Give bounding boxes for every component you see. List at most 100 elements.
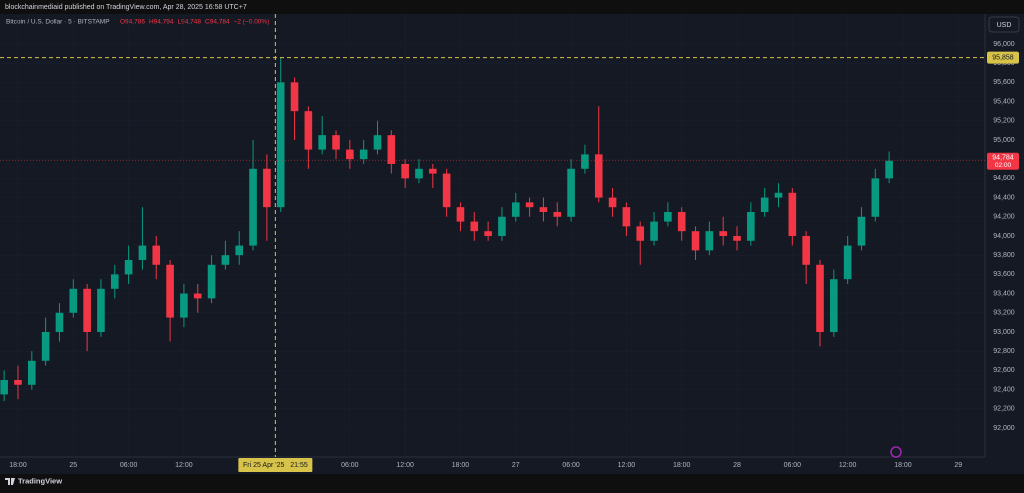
crosshair-price: 95,858 — [992, 54, 1014, 61]
candle-body — [207, 264, 216, 299]
candle-body — [774, 192, 783, 198]
crosshair-time-tag — [238, 458, 313, 472]
y-tick-label: 94,400 — [993, 194, 1015, 201]
candle-body — [664, 211, 672, 222]
candle-body — [263, 168, 271, 208]
x-tick-label: 12:00 — [618, 462, 636, 469]
candle-body — [387, 135, 396, 164]
ohlc-value: H94,794 — [149, 19, 174, 26]
candle-body — [581, 154, 589, 169]
candle-body — [138, 245, 147, 260]
candle-body — [152, 245, 161, 265]
candle-body — [332, 135, 340, 150]
candle-body — [857, 216, 866, 246]
ohlc-value: O94,786 — [120, 19, 145, 26]
candle-body — [747, 211, 755, 241]
candle-body — [525, 202, 534, 208]
indicator-icon[interactable] — [890, 446, 902, 458]
candle-body — [802, 235, 810, 265]
y-tick-label: 96,000 — [993, 41, 1015, 48]
symbol: Bitcoin / U.S. Dollar · 5 · BITSTAMP — [6, 19, 110, 26]
candle-body — [567, 168, 575, 217]
candle-body — [429, 168, 437, 174]
candle-body — [816, 264, 824, 332]
publisher: blockchainmediaid published on TradingVi… — [5, 4, 247, 11]
candle-body — [622, 207, 631, 227]
candle-body — [498, 216, 506, 236]
candle-body — [304, 111, 313, 150]
x-tick-label: 06:00 — [341, 462, 359, 469]
x-tick-label: 06:00 — [562, 462, 580, 469]
candle-body — [14, 379, 22, 385]
y-tick-label: 93,600 — [993, 271, 1015, 278]
candle-body — [180, 293, 188, 318]
x-tick-label: 12:00 — [396, 462, 414, 469]
candle-body — [318, 135, 326, 150]
y-tick-label: 95,600 — [993, 79, 1015, 86]
y-tick-label: 94,000 — [993, 233, 1015, 240]
x-tick-label: 25 — [69, 462, 77, 469]
candle-body — [373, 135, 382, 150]
candle-body — [733, 235, 741, 241]
x-tick-label: 27 — [512, 462, 520, 469]
y-tick-label: 93,200 — [993, 310, 1015, 317]
last-price-tag — [987, 152, 1019, 170]
currency-button[interactable] — [988, 16, 1020, 33]
y-tick-label: 92,000 — [993, 425, 1015, 432]
x-tick-label: 12:00 — [839, 462, 857, 469]
candle-body — [871, 178, 880, 217]
candle-body — [760, 197, 769, 212]
x-tick-label: 06:00 — [120, 462, 138, 469]
x-tick-label: 18:00 — [9, 462, 27, 469]
price-axis — [985, 14, 1024, 457]
candle-body — [28, 360, 36, 385]
candle-body — [650, 221, 658, 241]
y-tick-label: 94,200 — [993, 214, 1015, 221]
candle-body — [0, 379, 8, 395]
y-tick-label: 92,200 — [993, 406, 1015, 413]
y-tick-label: 95,200 — [993, 118, 1015, 125]
candle-body — [166, 264, 174, 318]
x-tick-label: 28 — [733, 462, 741, 469]
currency[interactable]: USD — [997, 22, 1012, 29]
candle-body — [110, 274, 119, 289]
last-price: 94,784 — [992, 155, 1014, 162]
y-tick-label: 92,400 — [993, 386, 1015, 393]
x-tick-label: 06:00 — [784, 462, 802, 469]
candle-body — [885, 160, 893, 179]
candle-body — [83, 288, 91, 332]
candle-body — [539, 207, 548, 212]
x-tick-label: 18:00 — [673, 462, 691, 469]
candle-body — [290, 82, 299, 112]
candle-body — [636, 226, 645, 241]
candle-body — [788, 192, 797, 236]
candle-body — [608, 197, 617, 208]
crosshair-price-tag — [987, 51, 1019, 64]
candle-body — [553, 211, 562, 217]
candle-body — [69, 288, 78, 313]
y-tick-label: 94,600 — [993, 175, 1015, 182]
candle-body — [830, 279, 838, 332]
ohlc-legend: O94,786 H94,794 L94,748 C94,784 −2 (−0.00%) — [120, 19, 269, 26]
candle-body — [97, 288, 105, 332]
crosshair-time: Fri 25 Apr '25 21:55 — [243, 462, 308, 469]
candle-body — [719, 231, 727, 236]
y-tick-label: 93,800 — [993, 252, 1015, 259]
x-tick-label: 18:00 — [452, 462, 470, 469]
ohlc-value: C94,784 — [205, 19, 230, 26]
candle-body — [470, 221, 479, 232]
candle-body — [456, 207, 465, 222]
ohlc-value: L94,748 — [178, 19, 202, 26]
logo-icon — [5, 478, 15, 485]
ohlc-value: −2 (−0.00%) — [234, 19, 270, 26]
candle-body — [677, 211, 686, 232]
y-tick-label: 92,800 — [993, 348, 1015, 355]
candle-body — [276, 82, 285, 208]
footer-logo: TradingView — [5, 476, 62, 485]
candle-body — [691, 231, 700, 251]
candle-body — [221, 255, 230, 265]
candle-body — [511, 202, 520, 217]
y-tick-label: 93,000 — [993, 329, 1015, 336]
